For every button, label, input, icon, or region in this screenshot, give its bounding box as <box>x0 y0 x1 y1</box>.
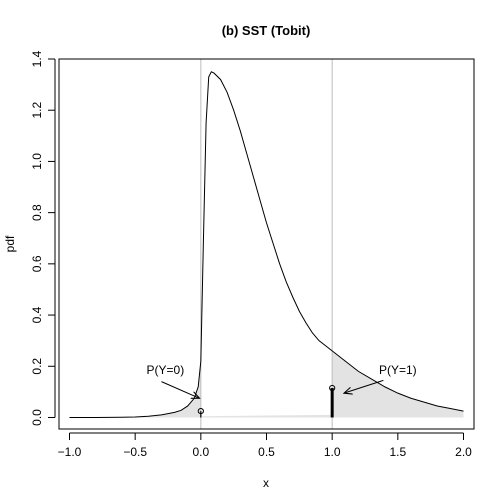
x-tick-label: 2.0 <box>455 445 472 459</box>
shaded-left-tail <box>69 361 201 418</box>
annotation-arrow-0 <box>161 381 199 399</box>
y-axis-label: pdf <box>3 235 17 252</box>
y-tick-label: 1.4 <box>30 50 44 67</box>
point-mass-marker-0 <box>197 407 204 415</box>
y-tick-label: 0.0 <box>30 409 44 426</box>
x-tick-label: 1.5 <box>389 445 406 459</box>
y-axis: 0.0 0.2 0.4 0.6 0.8 1.0 1.2 1.4 <box>30 50 56 426</box>
density-curve <box>69 71 464 418</box>
y-tick-label: 0.8 <box>30 204 44 221</box>
plot-frame <box>58 58 475 430</box>
x-tick-label: 0.0 <box>192 445 209 459</box>
point-mass-marker-1 <box>329 384 336 392</box>
x-tick-label: 1.0 <box>324 445 341 459</box>
annotation-label-0: P(Y=0) <box>147 363 185 377</box>
x-tick-label: −0.5 <box>123 445 147 459</box>
x-axis-label: x <box>263 476 269 490</box>
annotations: P(Y=0) P(Y=1) <box>147 363 417 398</box>
y-tick-label: 0.4 <box>30 306 44 323</box>
x-tick-label: −1.0 <box>58 445 82 459</box>
y-tick-label: 0.2 <box>30 358 44 375</box>
annotation-arrow-1 <box>344 379 384 393</box>
y-tick-label: 0.6 <box>30 255 44 272</box>
y-tick-label: 1.0 <box>30 153 44 170</box>
plot-area <box>69 59 464 429</box>
chart-title: (b) SST (Tobit) <box>222 23 311 38</box>
annotation-label-1: P(Y=1) <box>379 363 417 377</box>
x-tick-label: 0.5 <box>258 445 275 459</box>
shaded-right-tail <box>332 350 464 418</box>
y-tick-label: 1.2 <box>30 102 44 119</box>
shaded-middle-wedge <box>200 414 333 418</box>
x-axis: −1.0 −0.5 0.0 0.5 1.0 1.5 2.0 <box>58 432 472 459</box>
